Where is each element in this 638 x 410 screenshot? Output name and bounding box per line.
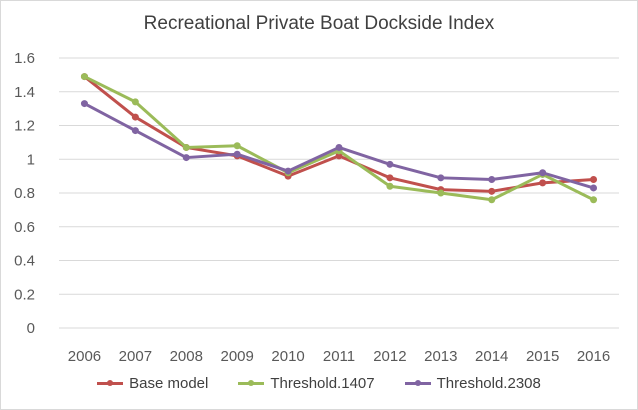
data-point [539,169,547,177]
data-point [386,160,394,168]
data-point [131,127,139,135]
data-point [131,98,139,106]
data-point [590,196,598,204]
data-point [335,152,343,160]
legend-swatch [404,380,431,386]
y-tick-label: 1.4 [14,84,35,101]
data-point [386,182,394,190]
data-point [437,174,445,182]
x-tick-label: 2010 [271,348,304,365]
x-tick-label: 2013 [424,348,457,365]
data-point [182,143,190,151]
data-point [386,174,394,182]
x-tick-label: 2007 [119,348,152,365]
data-point [590,184,598,192]
y-tick-label: 0.4 [14,253,35,270]
x-tick-label: 2006 [68,348,101,365]
x-tick-label: 2008 [170,348,203,365]
data-point [335,143,343,151]
y-tick-label: 1.6 [14,50,35,67]
data-point [80,100,88,108]
y-tick-label: 0 [27,320,35,337]
legend-item: Threshold.2308 [404,375,541,392]
y-tick-label: 0.8 [14,185,35,202]
x-tick-label: 2012 [373,348,406,365]
data-point [539,179,547,187]
y-tick-label: 0.6 [14,219,35,236]
chart-legend: Base model Threshold.1407 Threshold.2308 [1,375,637,392]
legend-label: Threshold.2308 [436,375,541,392]
series-line [83,75,594,193]
data-point [437,189,445,197]
data-point [488,196,496,204]
x-tick-label: 2011 [323,348,355,365]
data-point [80,73,88,81]
legend-swatch [97,380,124,386]
data-point [284,167,292,175]
data-point [590,176,598,183]
x-tick-label: 2015 [526,348,559,365]
legend-item: Threshold.1407 [238,375,375,392]
data-point [182,154,190,162]
legend-item: Base model [97,375,208,392]
y-tick-label: 1 [27,151,35,168]
legend-label: Threshold.1407 [270,375,375,392]
x-tick-label: 2009 [220,348,253,365]
data-point [233,142,241,150]
y-tick-label: 0.2 [14,286,35,303]
data-point [233,150,241,158]
legend-label: Base model [129,375,209,392]
chart-title: Recreational Private Boat Dockside Index [143,13,495,34]
x-tick-label: 2016 [577,348,610,365]
data-point [488,176,496,183]
y-tick-label: 1.2 [14,118,35,135]
legend-swatch [238,380,265,386]
series-line [83,75,595,202]
data-point [131,113,139,121]
data-point [488,187,496,195]
x-tick-label: 2014 [475,348,508,365]
